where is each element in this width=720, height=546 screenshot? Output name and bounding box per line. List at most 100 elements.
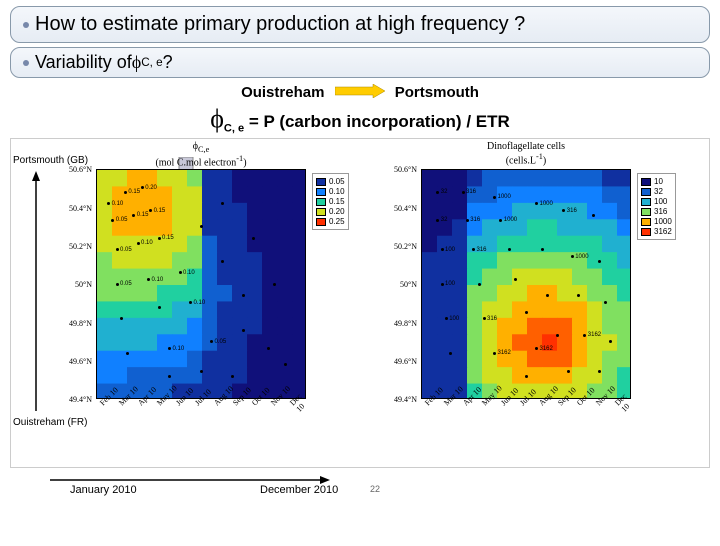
data-label: 316 [477,247,487,253]
data-point [221,260,224,263]
legend-swatch [641,218,651,226]
legend-swatch [641,228,651,236]
legend-swatch [316,178,326,186]
lat-tick: 50°N [400,280,417,289]
legend-value: 0.05 [329,177,345,186]
legend-value: 0.10 [329,187,345,196]
data-point [598,260,601,263]
data-point [466,219,469,222]
data-point [242,329,245,332]
lat-tick: 50°N [75,280,92,289]
data-label: 0.10 [173,346,185,352]
data-label: 0.05 [120,247,132,253]
legend-item: 10 [641,177,672,186]
data-label: 316 [567,208,577,214]
legend-swatch [641,188,651,196]
lat-tick: 50.6°N [394,165,417,174]
map-title: ϕC,e(mol C.mol electron-1) [76,141,326,168]
data-point [126,352,129,355]
data-label: 0.10 [194,300,206,306]
data-point [200,370,203,373]
lat-tick: 50.4°N [394,204,417,213]
legend-swatch [316,188,326,196]
formula-phi-sub: C, e [224,122,244,134]
data-label: 32 [441,189,448,195]
formula-tail: = P (carbon incorporation) / ETR [244,112,510,131]
data-point [493,196,496,199]
data-point [273,283,276,286]
route-from: Ouistreham [241,84,324,101]
legend-item: 3162 [641,227,672,236]
legend-swatch [316,218,326,226]
page-number: 22 [370,484,380,494]
route-to: Portsmouth [395,84,479,101]
data-label: 1000 [498,194,511,200]
lat-arrow-up-icon [31,171,41,411]
legend-value: 0.25 [329,217,345,226]
data-point [111,219,114,222]
subtitle-prefix: Variability of [35,52,132,73]
data-point [499,219,502,222]
maps-area: Portsmouth (GB) Ouistreham (FR) ϕC,e(mol… [10,138,710,468]
data-label: 1000 [540,201,553,207]
legend-value: 10 [654,177,663,186]
data-point [525,311,528,314]
data-point [556,334,559,337]
phi-symbol: ϕ [132,52,141,73]
data-label: 0.20 [145,185,157,191]
data-label: 0.15 [128,189,140,195]
lat-tick: 49.8°N [394,319,417,328]
legend-value: 32 [654,187,663,196]
lat-tick: 50.2°N [69,242,92,251]
formula-row: ϕC, e = P (carbon incorporation) / ETR [0,104,720,134]
data-point [525,375,528,378]
route-arrow-icon [335,84,385,102]
legend-item: 100 [641,197,672,206]
legend-value: 0.15 [329,197,345,206]
legend-item: 0.10 [316,187,345,196]
title-bar: How to estimate primary production at hi… [10,6,710,43]
legend-swatch [316,198,326,206]
legend: 0.050.100.150.200.25 [312,173,349,230]
data-label: 3162 [498,350,511,356]
legend-item: 316 [641,207,672,216]
lat-tick: 49.6°N [394,357,417,366]
data-point [116,283,119,286]
data-label: 0.05 [215,339,227,345]
legend-value: 100 [654,197,667,206]
ouistreham-label: Ouistreham (FR) [13,417,87,428]
formula-phi: ϕ [210,104,224,133]
data-label: 0.05 [116,217,128,223]
data-label: 0.05 [120,281,132,287]
data-point [158,237,161,240]
legend-item: 0.15 [316,197,345,206]
lat-tick: 50.2°N [394,242,417,251]
data-label: 0.10 [152,277,164,283]
legend-item: 0.20 [316,207,345,216]
data-label: 32 [441,217,448,223]
data-point [462,191,465,194]
subtitle-bar: Variability of ϕ C, e ? [10,47,710,78]
data-label: 1000 [575,254,588,260]
lat-tick: 49.8°N [69,319,92,328]
lat-tick: 49.4°N [394,395,417,404]
route-row: Ouistreham Portsmouth [0,84,720,102]
page-title: How to estimate primary production at hi… [35,13,525,36]
subtitle-suffix: ? [163,52,173,73]
legend-item: 0.25 [316,217,345,226]
timeline-start: January 2010 [70,484,137,496]
data-label: 100 [445,281,455,287]
data-label: 316 [470,217,480,223]
timeline-end: December 2010 [260,484,338,496]
data-point [231,375,234,378]
data-label: 0.15 [137,212,149,218]
lat-tick: 50.4°N [69,204,92,213]
lat-tick: 49.6°N [69,357,92,366]
phi-subscript: C, e [141,56,162,69]
data-point [158,306,161,309]
data-label: 1000 [504,217,517,223]
data-point [441,283,444,286]
data-label: 0.15 [162,235,174,241]
data-point [168,375,171,378]
data-point [436,219,439,222]
